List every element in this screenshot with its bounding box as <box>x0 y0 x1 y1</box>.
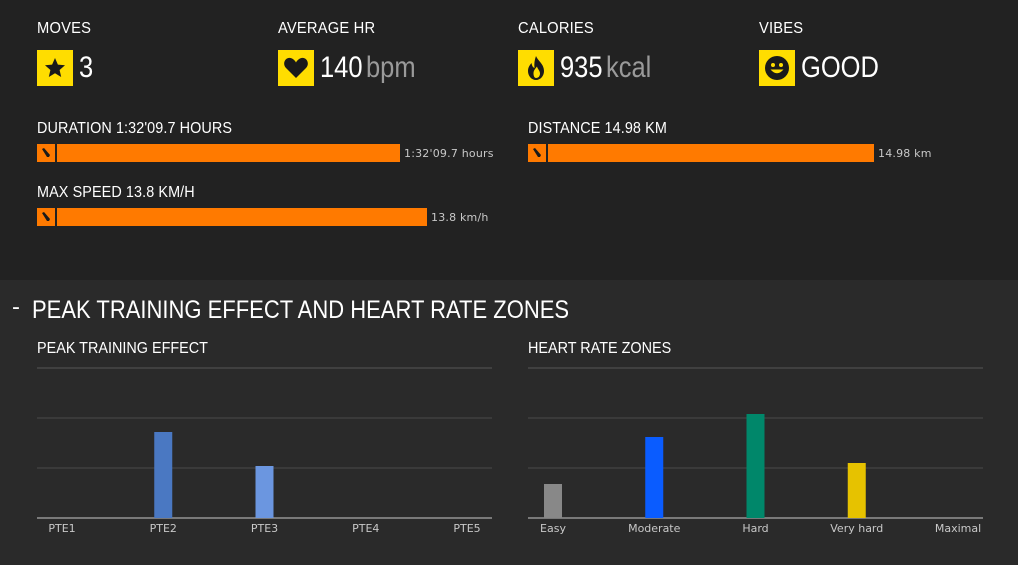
bar-title: DURATION 1:32'09.7 HOURS <box>37 120 233 137</box>
distance-bar: DISTANCE 14.98 KM 14.98 km <box>528 120 988 162</box>
stat-calories: CALORIES 935 kcal <box>518 20 651 86</box>
bar-pte2[interactable] <box>154 432 173 518</box>
tick-label: Easy <box>540 522 566 535</box>
tick-label: PTE4 <box>352 522 379 535</box>
stat-unit: bpm <box>365 51 416 84</box>
tick-label: Hard <box>742 522 768 535</box>
bar-value-label: 13.8 km/h <box>431 210 489 224</box>
stat-title: AVERAGE HR <box>278 20 376 37</box>
bar-title: DISTANCE 14.98 KM <box>528 120 667 137</box>
stat-unit: kcal <box>605 51 652 84</box>
sneaker-icon <box>528 144 546 162</box>
chart-title: PEAK TRAINING EFFECT <box>37 340 208 357</box>
tick-label: PTE5 <box>453 522 480 535</box>
heart-icon <box>278 50 314 86</box>
bar-fill <box>548 144 874 162</box>
stat-moves: MOVES 3 <box>37 20 96 86</box>
smiley-icon <box>759 50 795 86</box>
bar-value-label: 14.98 km <box>878 146 932 160</box>
bar-very-hard[interactable] <box>847 463 866 518</box>
bar-fill <box>57 208 427 226</box>
flame-icon <box>518 50 554 86</box>
tick-label: PTE2 <box>150 522 177 535</box>
bar-pte3[interactable] <box>255 466 274 518</box>
chart-plot: PTE1 PTE2 PTE3 PTE4 PTE5 <box>37 367 492 535</box>
stat-value: 935 kcal <box>560 51 652 84</box>
collapse-toggle[interactable]: - <box>12 294 20 320</box>
heart-rate-zones-chart: HEART RATE ZONES Easy Moderate Hard Very ha… <box>528 340 983 540</box>
tick-label: PTE3 <box>251 522 278 535</box>
duration-bar: DURATION 1:32'09.7 HOURS 1:32'09.7 hours <box>37 120 497 162</box>
stat-title: CALORIES <box>518 20 594 37</box>
peak-training-effect-chart: PEAK TRAINING EFFECT PTE1 PTE2 PTE3 PTE4 PTE… <box>37 340 492 540</box>
stat-vibes: VIBES GOOD <box>759 20 879 86</box>
bar-value-label: 1:32'09.7 hours <box>404 146 494 160</box>
summary-panel: MOVES 3 AVERAGE HR 140 bpm CALORIES 935 kc… <box>0 0 1018 280</box>
tick-label: PTE1 <box>48 522 75 535</box>
chart-title: HEART RATE ZONES <box>528 340 672 357</box>
section-header: - PEAK TRAINING EFFECT AND HEART RATE ZO… <box>12 296 642 325</box>
tick-label: Moderate <box>628 522 681 535</box>
bar-title: MAX SPEED 13.8 KM/H <box>37 184 195 201</box>
star-icon <box>37 50 73 86</box>
chart-plot: Easy Moderate Hard Very hard Maximal <box>528 367 983 535</box>
stat-title: VIBES <box>759 20 804 37</box>
stat-value: 3 <box>79 51 94 84</box>
section-title: PEAK TRAINING EFFECT AND HEART RATE ZONE… <box>31 296 570 324</box>
tick-label: Maximal <box>935 522 981 535</box>
sneaker-icon <box>37 144 55 162</box>
stat-value: 140 bpm <box>320 51 416 84</box>
sneaker-icon <box>37 208 55 226</box>
bar-hard[interactable] <box>746 414 765 518</box>
stat-title: MOVES <box>37 20 92 37</box>
stat-value: GOOD <box>801 51 879 84</box>
bar-moderate[interactable] <box>645 437 664 518</box>
stat-average-hr: AVERAGE HR 140 bpm <box>278 20 416 86</box>
bar-easy[interactable] <box>544 484 562 518</box>
bar-fill <box>57 144 400 162</box>
max-speed-bar: MAX SPEED 13.8 KM/H 13.8 km/h <box>37 184 497 226</box>
tick-label: Very hard <box>830 522 883 535</box>
